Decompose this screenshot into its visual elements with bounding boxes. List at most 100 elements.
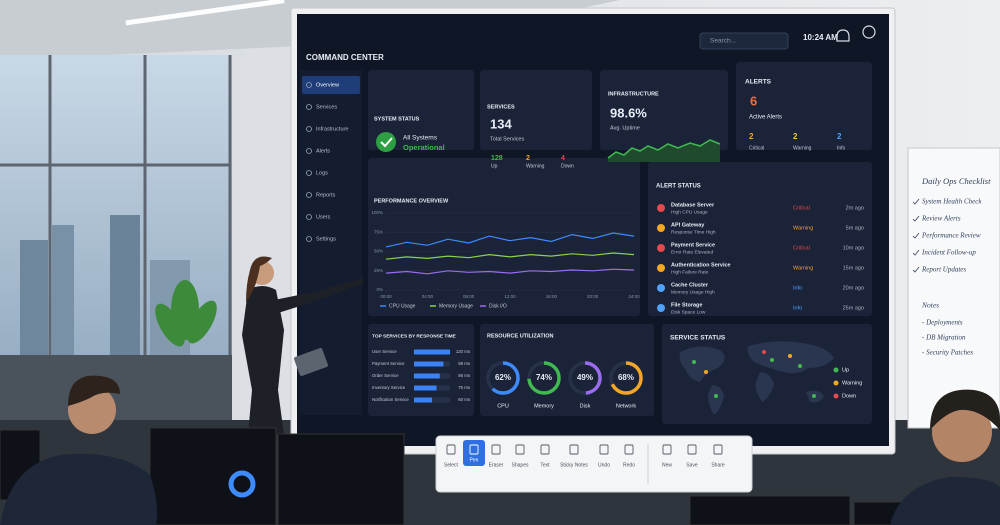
uptime-sparkline-area: [608, 140, 720, 162]
alerts-count-label: Critical: [749, 145, 764, 151]
tool-label[interactable]: Pen: [470, 457, 479, 463]
tool-icon[interactable]: [469, 444, 479, 455]
tool-icon[interactable]: [662, 444, 672, 455]
tool-label[interactable]: Sticky Notes: [560, 462, 588, 468]
nav-active: [302, 76, 360, 94]
status-check: [376, 132, 396, 152]
dashboard-title: COMMAND CENTER: [306, 53, 384, 62]
tool-label[interactable]: Select: [444, 462, 459, 468]
gauge-value: 74%: [536, 373, 552, 382]
tool-label[interactable]: Text: [540, 462, 550, 468]
bar-value-label: 60 ms: [458, 397, 470, 402]
bar-value-label: 98 ms: [458, 361, 470, 366]
alerts-count: 2: [793, 132, 798, 141]
tool-icon[interactable]: [713, 444, 723, 455]
nav-item[interactable]: Alerts: [316, 148, 330, 154]
services-count: 128: [491, 155, 503, 162]
building: [52, 225, 74, 365]
alerts-total-label: Active Alerts: [749, 115, 782, 121]
whiteboard-title: Daily Ops Checklist: [921, 176, 991, 186]
tool-icon[interactable]: [491, 444, 501, 455]
gauge-value: 68%: [618, 373, 634, 382]
active-tool: [463, 440, 485, 466]
nav-item[interactable]: Logs: [316, 170, 328, 176]
alert-detail: High CPU Usage: [671, 209, 708, 215]
tool-icon[interactable]: [515, 444, 525, 455]
alert-time: 15m ago: [843, 265, 864, 271]
search-placeholder[interactable]: Search...: [710, 38, 736, 45]
user-icon[interactable]: [862, 25, 876, 39]
tool-label[interactable]: Save: [686, 462, 698, 468]
clock: 10:24 AM: [803, 33, 838, 42]
service-name: User Service: [372, 349, 397, 354]
tool-label[interactable]: Share: [711, 462, 725, 468]
toolbar: [435, 435, 753, 493]
gauge-value: 62%: [495, 373, 511, 382]
card-title: INFRASTRUCTURE: [608, 91, 659, 97]
check-mark: [380, 137, 393, 148]
severity-icon: [657, 224, 665, 232]
nav-icon: [306, 192, 312, 198]
tool-label[interactable]: Undo: [598, 462, 610, 468]
nav-item[interactable]: Infrastructure: [316, 126, 348, 132]
nav-icon: [306, 214, 312, 220]
nav-item[interactable]: Settings: [316, 236, 336, 242]
alert-severity: Critical: [793, 245, 810, 251]
services-count-label: Down: [561, 163, 574, 169]
tool-label[interactable]: Eraser: [489, 462, 504, 468]
card: [600, 70, 728, 150]
card-title: ALERT STATUS: [656, 184, 701, 190]
gauge-arc: [568, 361, 602, 395]
card-title: SERVICES: [487, 104, 515, 110]
x-tick-label: 04:00: [422, 294, 434, 299]
legend-label: Memory Usage: [439, 303, 473, 309]
alert-name: Authentication Service: [671, 262, 731, 268]
gauge-arc: [527, 361, 561, 395]
alerts-count-label: Info: [837, 145, 846, 151]
search-box[interactable]: [699, 32, 789, 50]
gauge-value: 49%: [577, 373, 593, 382]
alerts-count: 2: [837, 132, 842, 141]
nav-item[interactable]: Reports: [316, 192, 336, 198]
tool-icon[interactable]: [599, 444, 609, 455]
x-tick-label: 16:00: [546, 294, 558, 299]
alert-detail: Error Rate Elevated: [671, 249, 713, 255]
checklist-item: Incident Follow-up: [921, 249, 976, 257]
tool-icon[interactable]: [446, 444, 456, 455]
alert-severity: Info: [793, 305, 802, 311]
alert-detail: Memory Usage High: [671, 289, 715, 295]
legend-label: Down: [842, 393, 856, 399]
nav-item[interactable]: Overview: [316, 82, 339, 88]
alert-detail: High Failure Rate: [671, 269, 709, 275]
tool-icon[interactable]: [687, 444, 697, 455]
bar: [414, 373, 440, 379]
x-tick-label: 00:00: [380, 294, 392, 299]
tool-icon[interactable]: [540, 444, 550, 455]
tool-label[interactable]: Redo: [623, 462, 635, 468]
alerts-count: 2: [749, 132, 754, 141]
y-tick-label: 25%: [374, 268, 383, 273]
nav-item[interactable]: Services: [316, 104, 337, 110]
alert-severity: Warning: [793, 225, 813, 231]
tool-label[interactable]: New: [662, 462, 672, 468]
alert-time: 25m ago: [843, 305, 864, 311]
service-name: Payment Service: [372, 361, 405, 366]
nav-item[interactable]: Users: [316, 214, 331, 220]
nav-icon: [306, 126, 312, 132]
y-tick-label: 0%: [376, 287, 383, 292]
alert-detail: Response Time High: [671, 229, 716, 235]
services-count: 2: [526, 155, 530, 162]
card: [480, 324, 654, 416]
bell-icon[interactable]: [836, 29, 850, 42]
tool-label[interactable]: Shapes: [512, 462, 529, 468]
building: [20, 240, 48, 360]
x-tick-label: 20:00: [587, 294, 599, 299]
series-line: [385, 232, 635, 248]
tool-icon[interactable]: [569, 444, 579, 455]
alert-time: 2m ago: [846, 205, 864, 211]
services-count-label: Warning: [526, 163, 545, 169]
alert-time: 20m ago: [843, 285, 864, 291]
tool-icon[interactable]: [624, 444, 634, 455]
card: [480, 70, 592, 150]
